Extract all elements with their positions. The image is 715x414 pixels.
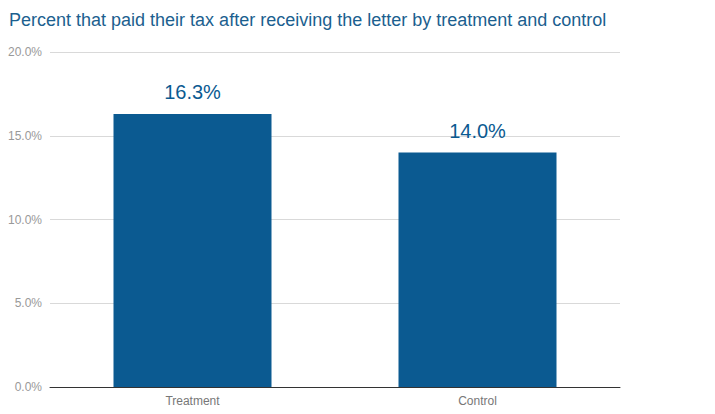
svg-text:Percent that paid their tax af: Percent that paid their tax after receiv… xyxy=(9,10,606,30)
svg-text:Treatment: Treatment xyxy=(165,394,220,408)
svg-text:0.0%: 0.0% xyxy=(15,380,43,394)
svg-text:16.3%: 16.3% xyxy=(164,81,221,103)
svg-text:5.0%: 5.0% xyxy=(15,296,43,310)
svg-text:Control: Control xyxy=(458,394,497,408)
svg-text:14.0%: 14.0% xyxy=(449,120,506,142)
svg-text:10.0%: 10.0% xyxy=(8,213,42,227)
svg-text:20.0%: 20.0% xyxy=(8,45,42,59)
svg-text:15.0%: 15.0% xyxy=(8,129,42,143)
